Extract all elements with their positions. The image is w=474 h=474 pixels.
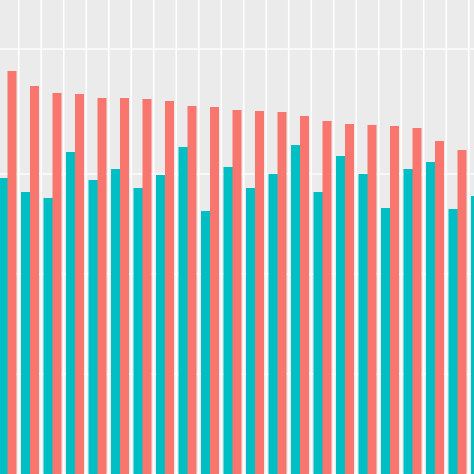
bar-series-b-19 bbox=[403, 169, 413, 474]
bar-series-b-10 bbox=[201, 211, 210, 474]
bar-series-a-17 bbox=[367, 125, 377, 474]
bar-series-a-6 bbox=[120, 98, 129, 474]
bar-series-b-13 bbox=[268, 174, 278, 474]
bar-series-b-1 bbox=[0, 178, 8, 474]
bar-series-a-7 bbox=[142, 99, 152, 474]
bar-series-b-16 bbox=[336, 156, 345, 474]
bar-series-a-2 bbox=[30, 86, 39, 474]
bar-series-b-18 bbox=[381, 208, 390, 474]
bar-series-b-22 bbox=[471, 196, 474, 474]
bar-series-a-11 bbox=[232, 110, 242, 474]
bar-series-b-14 bbox=[291, 145, 300, 474]
bar-series-b-4 bbox=[66, 152, 75, 474]
bar-series-b-9 bbox=[178, 147, 188, 474]
bar-series-a-4 bbox=[75, 94, 84, 474]
bar-series-b-8 bbox=[156, 175, 165, 474]
bar-series-a-18 bbox=[390, 126, 399, 474]
bar-series-a-13 bbox=[277, 112, 287, 474]
bar-series-a-16 bbox=[345, 124, 354, 474]
bar-series-a-19 bbox=[412, 128, 422, 474]
bar-series-b-5 bbox=[88, 180, 98, 474]
bar-series-a-14 bbox=[300, 116, 309, 474]
bar-series-a-10 bbox=[210, 107, 219, 474]
bar-series-a-1 bbox=[7, 71, 17, 474]
bar-series-a-20 bbox=[435, 141, 444, 474]
bar-series-a-15 bbox=[322, 121, 332, 474]
bar-series-b-21 bbox=[448, 209, 458, 474]
bar-series-a-5 bbox=[97, 98, 107, 474]
bar-series-a-21 bbox=[457, 150, 467, 474]
bar-series-b-15 bbox=[313, 192, 323, 474]
bar-series-a-12 bbox=[255, 111, 264, 474]
bar-series-b-7 bbox=[133, 188, 143, 474]
bar-series-b-17 bbox=[358, 174, 368, 474]
bar-series-b-2 bbox=[21, 192, 30, 474]
bar-series-a-8 bbox=[165, 101, 174, 474]
bar-series-a-9 bbox=[187, 106, 197, 474]
bar-series-a-3 bbox=[52, 93, 62, 474]
bar-series-b-20 bbox=[426, 162, 435, 474]
bar-series-b-3 bbox=[43, 198, 53, 474]
bars bbox=[0, 71, 474, 474]
bar-series-b-11 bbox=[223, 167, 233, 474]
bar-series-b-12 bbox=[246, 188, 255, 474]
bar-series-b-6 bbox=[111, 169, 120, 474]
